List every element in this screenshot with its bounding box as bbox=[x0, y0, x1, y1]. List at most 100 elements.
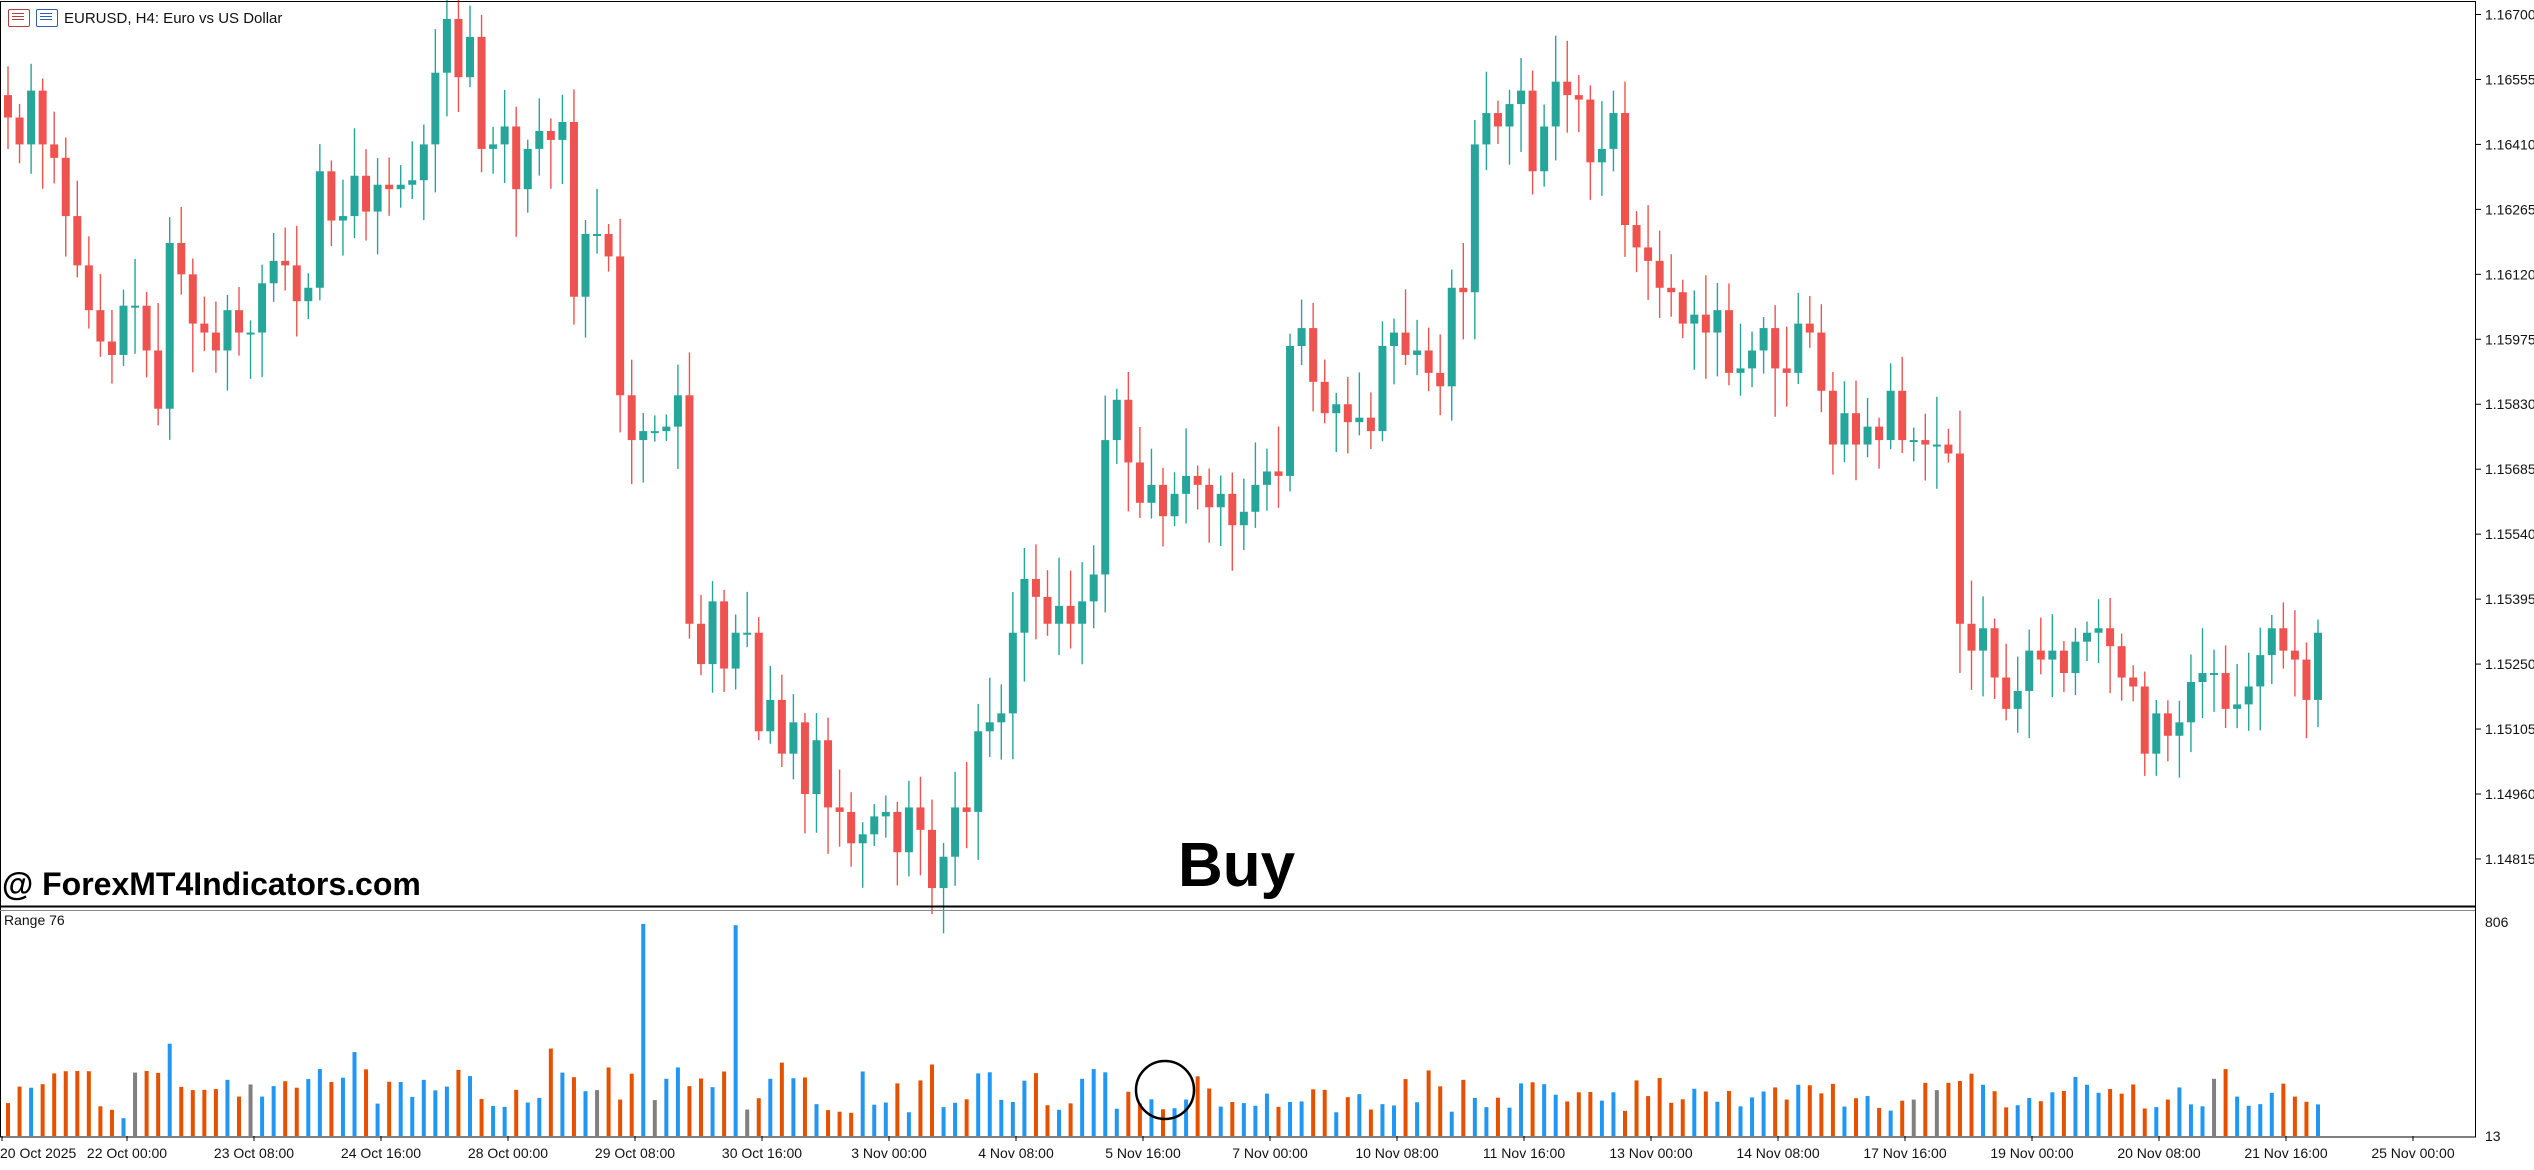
candle-body bbox=[1748, 350, 1757, 369]
range-bar bbox=[779, 1062, 784, 1136]
candle-body bbox=[1644, 247, 1653, 261]
range-bar bbox=[1692, 1088, 1697, 1136]
range-bar bbox=[2096, 1092, 2101, 1136]
range-bar bbox=[2316, 1104, 2320, 1136]
range-bar bbox=[1854, 1098, 1858, 1136]
time-tick-label: 30 Oct 16:00 bbox=[722, 1145, 802, 1161]
range-bar bbox=[1068, 1103, 1073, 1136]
range-bar bbox=[491, 1106, 496, 1136]
candle-body bbox=[2302, 659, 2311, 700]
range-bar bbox=[1646, 1096, 1651, 1136]
time-tick-label: 21 Nov 16:00 bbox=[2244, 1145, 2327, 1161]
candle-body bbox=[1563, 81, 1572, 96]
time-tick-label: 13 Nov 00:00 bbox=[1609, 1145, 1692, 1161]
range-bar bbox=[1969, 1073, 1974, 1136]
candle-body bbox=[1609, 113, 1618, 149]
range-bar bbox=[1761, 1091, 1766, 1136]
range-bar bbox=[1126, 1091, 1131, 1136]
candle-body bbox=[1101, 440, 1110, 575]
candle-body bbox=[1043, 596, 1052, 624]
range-bar bbox=[1461, 1079, 1466, 1136]
candle-body bbox=[315, 171, 324, 288]
range-bar bbox=[1137, 1103, 1142, 1136]
range-bar bbox=[1484, 1107, 1489, 1136]
candle-body bbox=[1378, 346, 1387, 432]
candle-body bbox=[2163, 713, 2172, 736]
candle-body bbox=[523, 148, 532, 190]
candle-body bbox=[1736, 368, 1745, 373]
range-bar bbox=[802, 1077, 807, 1136]
candle-body bbox=[1447, 287, 1456, 387]
time-tick-label: 23 Oct 08:00 bbox=[214, 1145, 294, 1161]
candle-body bbox=[454, 18, 463, 78]
price-tick-label: 1.15105 bbox=[2485, 721, 2534, 737]
range-bar bbox=[364, 1069, 369, 1136]
chart-frame bbox=[0, 1, 2476, 1138]
list-icon[interactable] bbox=[8, 9, 30, 27]
range-bar bbox=[398, 1082, 403, 1136]
range-bar bbox=[1172, 1108, 1177, 1136]
candle-body bbox=[1320, 381, 1329, 414]
range-bar bbox=[2258, 1104, 2263, 1136]
range-bar bbox=[260, 1096, 265, 1136]
range-bar bbox=[2165, 1099, 2170, 1136]
range-bar bbox=[1403, 1079, 1408, 1136]
range-bar bbox=[1149, 1099, 1154, 1136]
candle-body bbox=[131, 305, 140, 308]
range-bar bbox=[1530, 1082, 1535, 1136]
time-tick-label: 10 Nov 08:00 bbox=[1355, 1145, 1438, 1161]
range-bar bbox=[271, 1086, 276, 1136]
range-bar bbox=[2188, 1104, 2193, 1136]
time-tick-label: 25 Nov 00:00 bbox=[2371, 1145, 2454, 1161]
candle-body bbox=[627, 395, 636, 441]
range-bar bbox=[306, 1079, 311, 1136]
candle-body bbox=[720, 601, 729, 669]
candle-body bbox=[246, 332, 255, 335]
candle-body bbox=[1482, 113, 1491, 145]
candle-body bbox=[1944, 444, 1953, 454]
candle-body bbox=[107, 341, 116, 355]
range-bar bbox=[352, 1052, 357, 1136]
candle-body bbox=[419, 144, 428, 181]
chart-window-icon[interactable] bbox=[36, 9, 58, 27]
range-bar bbox=[1599, 1100, 1604, 1136]
range-tick-label: 806 bbox=[2485, 914, 2509, 930]
range-bar bbox=[629, 1073, 634, 1136]
range-bar bbox=[1588, 1092, 1593, 1136]
candle-body bbox=[165, 242, 174, 409]
range-bar bbox=[2061, 1090, 2066, 1136]
candle-body bbox=[1990, 628, 1999, 678]
range-bar bbox=[583, 1091, 588, 1136]
range-bar bbox=[652, 1100, 657, 1136]
candle-body bbox=[1055, 605, 1064, 624]
range-bar bbox=[1715, 1101, 1720, 1136]
candle-body bbox=[1517, 90, 1526, 105]
range-bar bbox=[375, 1103, 380, 1136]
candle-body bbox=[1436, 372, 1445, 387]
time-tick-label: 29 Oct 08:00 bbox=[595, 1145, 675, 1161]
time-tick-label: 7 Nov 00:00 bbox=[1232, 1145, 1308, 1161]
range-bar bbox=[1415, 1102, 1420, 1136]
candle-body bbox=[177, 242, 186, 275]
range-bar bbox=[1207, 1088, 1212, 1136]
range-bar bbox=[2269, 1092, 2274, 1136]
candle-body bbox=[431, 72, 440, 145]
range-bar bbox=[1842, 1106, 1847, 1136]
range-bar bbox=[953, 1102, 958, 1136]
range-bar bbox=[1726, 1090, 1731, 1136]
candle-body bbox=[2002, 677, 2011, 709]
range-bar bbox=[340, 1077, 345, 1136]
range-bar bbox=[1888, 1110, 1893, 1136]
range-bar bbox=[63, 1071, 68, 1136]
candle-body bbox=[2094, 628, 2103, 633]
candle-body bbox=[2279, 628, 2288, 651]
candle-body bbox=[2256, 655, 2265, 687]
range-bar bbox=[410, 1096, 415, 1136]
candle-body bbox=[1771, 328, 1780, 369]
range-bar bbox=[918, 1080, 923, 1136]
candle-body bbox=[2152, 713, 2161, 754]
candle-body bbox=[581, 234, 590, 297]
candle-body bbox=[1782, 368, 1791, 373]
